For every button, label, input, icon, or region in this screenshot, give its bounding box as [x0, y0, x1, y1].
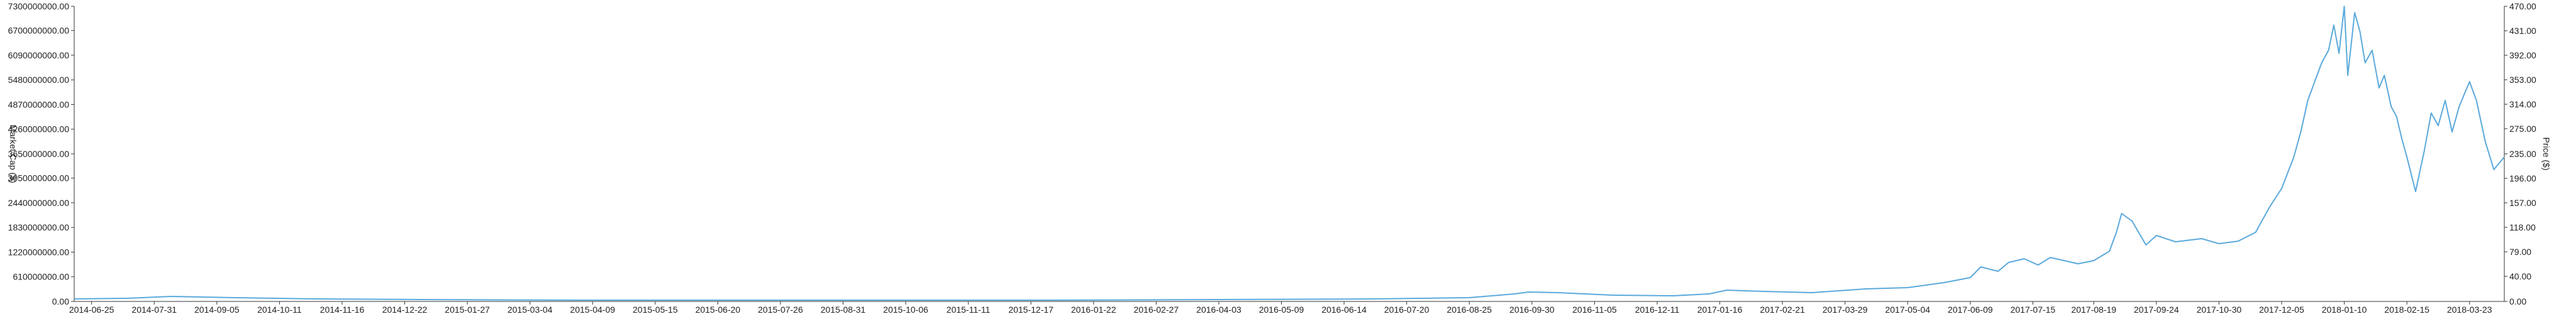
y-left-tick-label: 1220000000.00	[8, 247, 70, 257]
x-tick-label: 2017-07-15	[2011, 305, 2056, 314]
y-right-tick-label: 392.00	[2509, 50, 2536, 60]
y-right-tick-label: 470.00	[2509, 1, 2536, 11]
x-tick-label: 2018-03-23	[2447, 305, 2492, 314]
x-tick-label: 2016-02-27	[1134, 305, 1179, 314]
x-tick-label: 2015-04-09	[570, 305, 615, 314]
x-tick-label: 2017-10-30	[2197, 305, 2242, 314]
y-left-tick-label: 5480000000.00	[8, 75, 70, 85]
x-tick-label: 2016-09-30	[1509, 305, 1555, 314]
y-right-tick-label: 79.00	[2509, 247, 2531, 257]
x-tick-label: 2015-03-04	[508, 305, 553, 314]
y-left-tick-label: 3650000000.00	[8, 149, 70, 159]
x-tick-label: 2017-06-09	[1948, 305, 1993, 314]
y-axis-right-title: Price ($)	[2541, 138, 2551, 171]
x-tick-label: 2014-09-05	[194, 305, 240, 314]
y-axis-left-title: Market Cap ($)	[8, 124, 18, 183]
x-tick-label: 2015-08-31	[821, 305, 866, 314]
x-tick-label: 2014-07-31	[131, 305, 177, 314]
x-tick-label: 2016-07-20	[1384, 305, 1430, 314]
y-right-tick-label: 196.00	[2509, 173, 2536, 183]
x-tick-label: 2016-08-25	[1446, 305, 1492, 314]
x-tick-label: 2017-09-24	[2134, 305, 2179, 314]
y-left-tick-label: 6700000000.00	[8, 26, 70, 36]
x-tick-label: 2016-11-05	[1572, 305, 1617, 314]
y-left-tick-label: 7300000000.00	[8, 1, 70, 11]
y-right-tick-label: 353.00	[2509, 75, 2536, 85]
x-tick-label: 2015-12-17	[1008, 305, 1053, 314]
x-tick-label: 2015-06-20	[696, 305, 741, 314]
y-left-tick-label: 4260000000.00	[8, 124, 70, 134]
y-right-tick-label: 40.00	[2509, 271, 2531, 281]
x-tick-label: 2014-12-22	[382, 305, 428, 314]
y-right-tick-label: 157.00	[2509, 198, 2536, 208]
x-tick-label: 2017-08-19	[2071, 305, 2116, 314]
y-left-tick-label: 3050000000.00	[8, 173, 70, 183]
x-tick-label: 2018-01-10	[2322, 305, 2367, 314]
x-tick-label: 2017-12-05	[2259, 305, 2304, 314]
x-tick-label: 2017-05-04	[1885, 305, 1930, 314]
x-tick-label: 2016-01-22	[1071, 305, 1116, 314]
x-tick-label: 2018-02-15	[2384, 305, 2429, 314]
x-tick-label: 2017-03-29	[1823, 305, 1868, 314]
y-right-tick-label: 275.00	[2509, 124, 2536, 134]
x-tick-label: 2017-01-16	[1697, 305, 1743, 314]
x-tick-label: 2017-02-21	[1760, 305, 1805, 314]
y-right-tick-label: 431.00	[2509, 26, 2536, 36]
y-right-tick-label: 314.00	[2509, 99, 2536, 109]
x-tick-label: 2014-06-25	[69, 305, 114, 314]
x-tick-label: 2014-10-11	[257, 305, 302, 314]
y-right-tick-label: 118.00	[2509, 222, 2536, 232]
y-left-tick-label: 610000000.00	[13, 272, 69, 282]
x-tick-label: 2014-11-16	[320, 305, 365, 314]
y-right-tick-label: 0.00	[2509, 296, 2526, 306]
y-left-tick-label: 2440000000.00	[8, 198, 70, 208]
price-series-line	[74, 6, 2505, 301]
x-tick-label: 2015-07-26	[758, 305, 803, 314]
y-left-tick-label: 0.00	[52, 296, 69, 306]
chart-axes: 0.00 610000000.00 1220000000.00 1830000000.…	[8, 1, 2536, 314]
y-left-tick-label: 1830000000.00	[8, 222, 70, 232]
x-tick-label: 2016-05-09	[1259, 305, 1304, 314]
x-tick-label: 2015-10-06	[883, 305, 928, 314]
x-tick-label: 2016-12-11	[1635, 305, 1680, 314]
x-tick-label: 2016-04-03	[1196, 305, 1241, 314]
x-tick-label: 2015-11-11	[947, 305, 991, 314]
y-left-tick-label: 4870000000.00	[8, 99, 70, 109]
y-left-tick-label: 6090000000.00	[8, 50, 70, 60]
x-tick-label: 2015-01-27	[445, 305, 490, 314]
x-tick-label: 2016-06-14	[1321, 305, 1367, 314]
y-right-tick-label: 235.00	[2509, 149, 2536, 159]
x-tick-label: 2015-05-15	[633, 305, 678, 314]
series-layer	[74, 6, 2505, 301]
